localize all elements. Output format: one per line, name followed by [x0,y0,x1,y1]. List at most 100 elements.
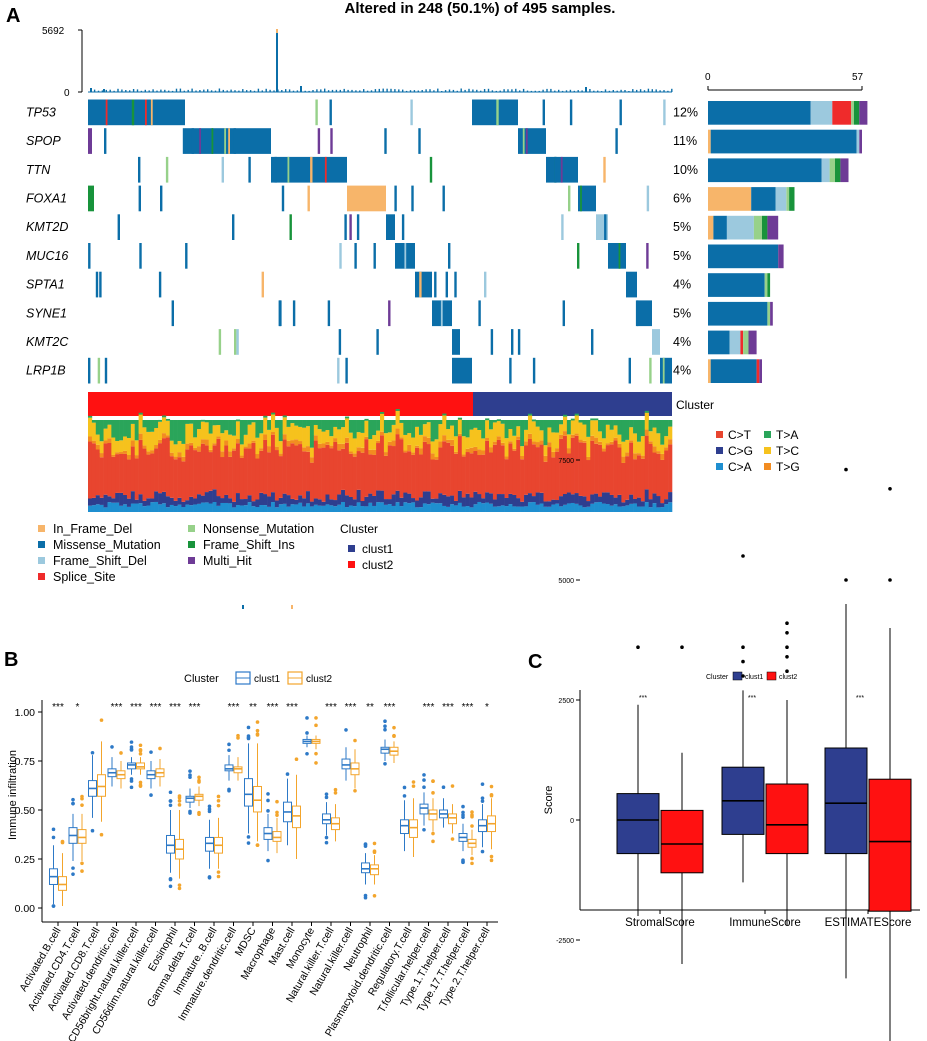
titv-bar-segment [177,504,182,512]
titv-bar-segment [306,426,311,447]
titv-bar-segment [617,447,622,495]
boxplot-b-clust2-box [428,809,438,821]
gene-count-bar-segment [740,330,744,355]
titv-bar-segment [586,436,591,457]
titv-bar-segment [263,494,268,506]
boxplot-b-clust2-outlier [411,780,416,784]
tmb-bar [585,87,587,92]
gene-count-bar-segment [708,187,752,211]
titv-bar-segment [368,449,373,455]
gene-count-bars [708,101,868,383]
mutation-cell [603,156,606,183]
boxplot-b-clust1-outlier [129,740,134,744]
boxplot-b-clust2-outlier [216,870,221,874]
mutation-cell [310,156,313,183]
titv-bar-segment [399,420,404,423]
boxplot-b-clust1-outlier [168,877,173,882]
titv-bar-segment [586,501,591,507]
titv-bar-segment [263,417,268,435]
titv-bar-segment [438,420,443,425]
titv-bar-segment [150,420,155,432]
boxplot-b-significance-mark: ** [366,702,374,713]
mutation-cell [339,243,342,269]
titv-bar-segment [368,454,373,494]
titv-bar-segment [543,461,548,502]
titv-bar-segment [278,453,283,457]
titv-bar-segment [204,502,209,512]
titv-bar-segment [235,505,241,512]
titv-bar-segment [88,441,93,499]
boxplot-c-clust1-outlier [741,659,745,664]
titv-bar-segment [142,427,147,446]
titv-bar-segment [395,490,400,503]
tmb-bar [359,90,361,92]
titv-bar-segment [220,457,225,499]
mutation-block [88,99,185,126]
titv-bar-segment [154,428,159,445]
titv-bar-segment [360,420,365,433]
boxplot-c-boxes [616,467,912,1041]
titv-bar-segment [185,420,190,424]
tmb-bar [378,88,380,92]
titv-bar-segment [356,502,361,512]
titv-bar-segment [130,503,136,512]
boxplot-b-clust1-outlier [480,782,485,786]
titv-bar-segment [543,501,548,507]
titv-bar-segment [547,447,552,502]
titv-bar-segment [465,452,470,494]
titv-bar-segment [161,503,167,512]
boxplot-b-clust1-outlier [188,773,192,777]
boxplot-b-clust1-outlier [246,835,251,839]
titv-bar-segment [150,450,155,454]
titv-bar-segment [578,439,583,443]
gene-percent: 11% [673,134,697,148]
titv-bar-segment [134,458,139,500]
tmb-bar [238,90,240,92]
mutation-cell [418,128,421,154]
titv-bar-segment [158,439,163,444]
titv-bar-segment [263,505,268,512]
boxplot-b-clust1-outlier [168,803,173,808]
legend-mark-blue [242,605,244,609]
gene-count-bar-segment [710,359,757,383]
gene-percent: 6% [673,191,691,205]
titv-bar-segment [309,457,315,463]
titv-bar-segment [555,451,560,501]
mutation-cell [410,99,413,126]
tmb-bar [421,90,423,92]
gene-count-bar-segment [759,359,762,383]
titv-bar-segment [383,504,389,512]
titv-bar-segment [329,420,334,437]
titv-bar-segment [621,420,626,442]
titv-bar-segment [512,450,517,495]
titv-bar-segment [492,506,498,512]
titv-bar-segment [473,446,478,452]
titv-bar-segment [235,419,241,422]
titv-bar-segment [492,420,498,423]
titv-bar-segment [341,489,346,502]
boxplot-b-clust1-box [205,836,214,852]
tmb-bar [409,90,412,92]
titv-legend-label: C>T [728,428,752,442]
titv-bar-segment [239,420,245,445]
titv-bar-segment [177,440,182,453]
titv-bar-segment [547,501,552,507]
titv-bar-segment [664,420,669,437]
boxplot-b-clust1-outlier [324,795,329,800]
titv-bar-segment [504,456,509,460]
boxplot-b-ytick-label: 0.75 [15,756,36,768]
tmb-bar [179,88,182,92]
titv-bar-segment [341,501,346,512]
titv-bar-segment [660,503,665,508]
titv-bar-segment [134,420,139,441]
titv-bar-segment [508,493,513,505]
mutation-cell [604,214,607,240]
titv-bar-segment [578,442,583,496]
mutation-block [452,357,472,384]
tmb-bar [207,89,209,92]
tmb-bar [573,90,575,92]
gene-count-bar-segment [835,158,841,183]
titv-bar-segment [247,420,252,425]
boxplot-b-clust1-box [244,778,253,807]
titv-bar-segment [547,427,552,443]
